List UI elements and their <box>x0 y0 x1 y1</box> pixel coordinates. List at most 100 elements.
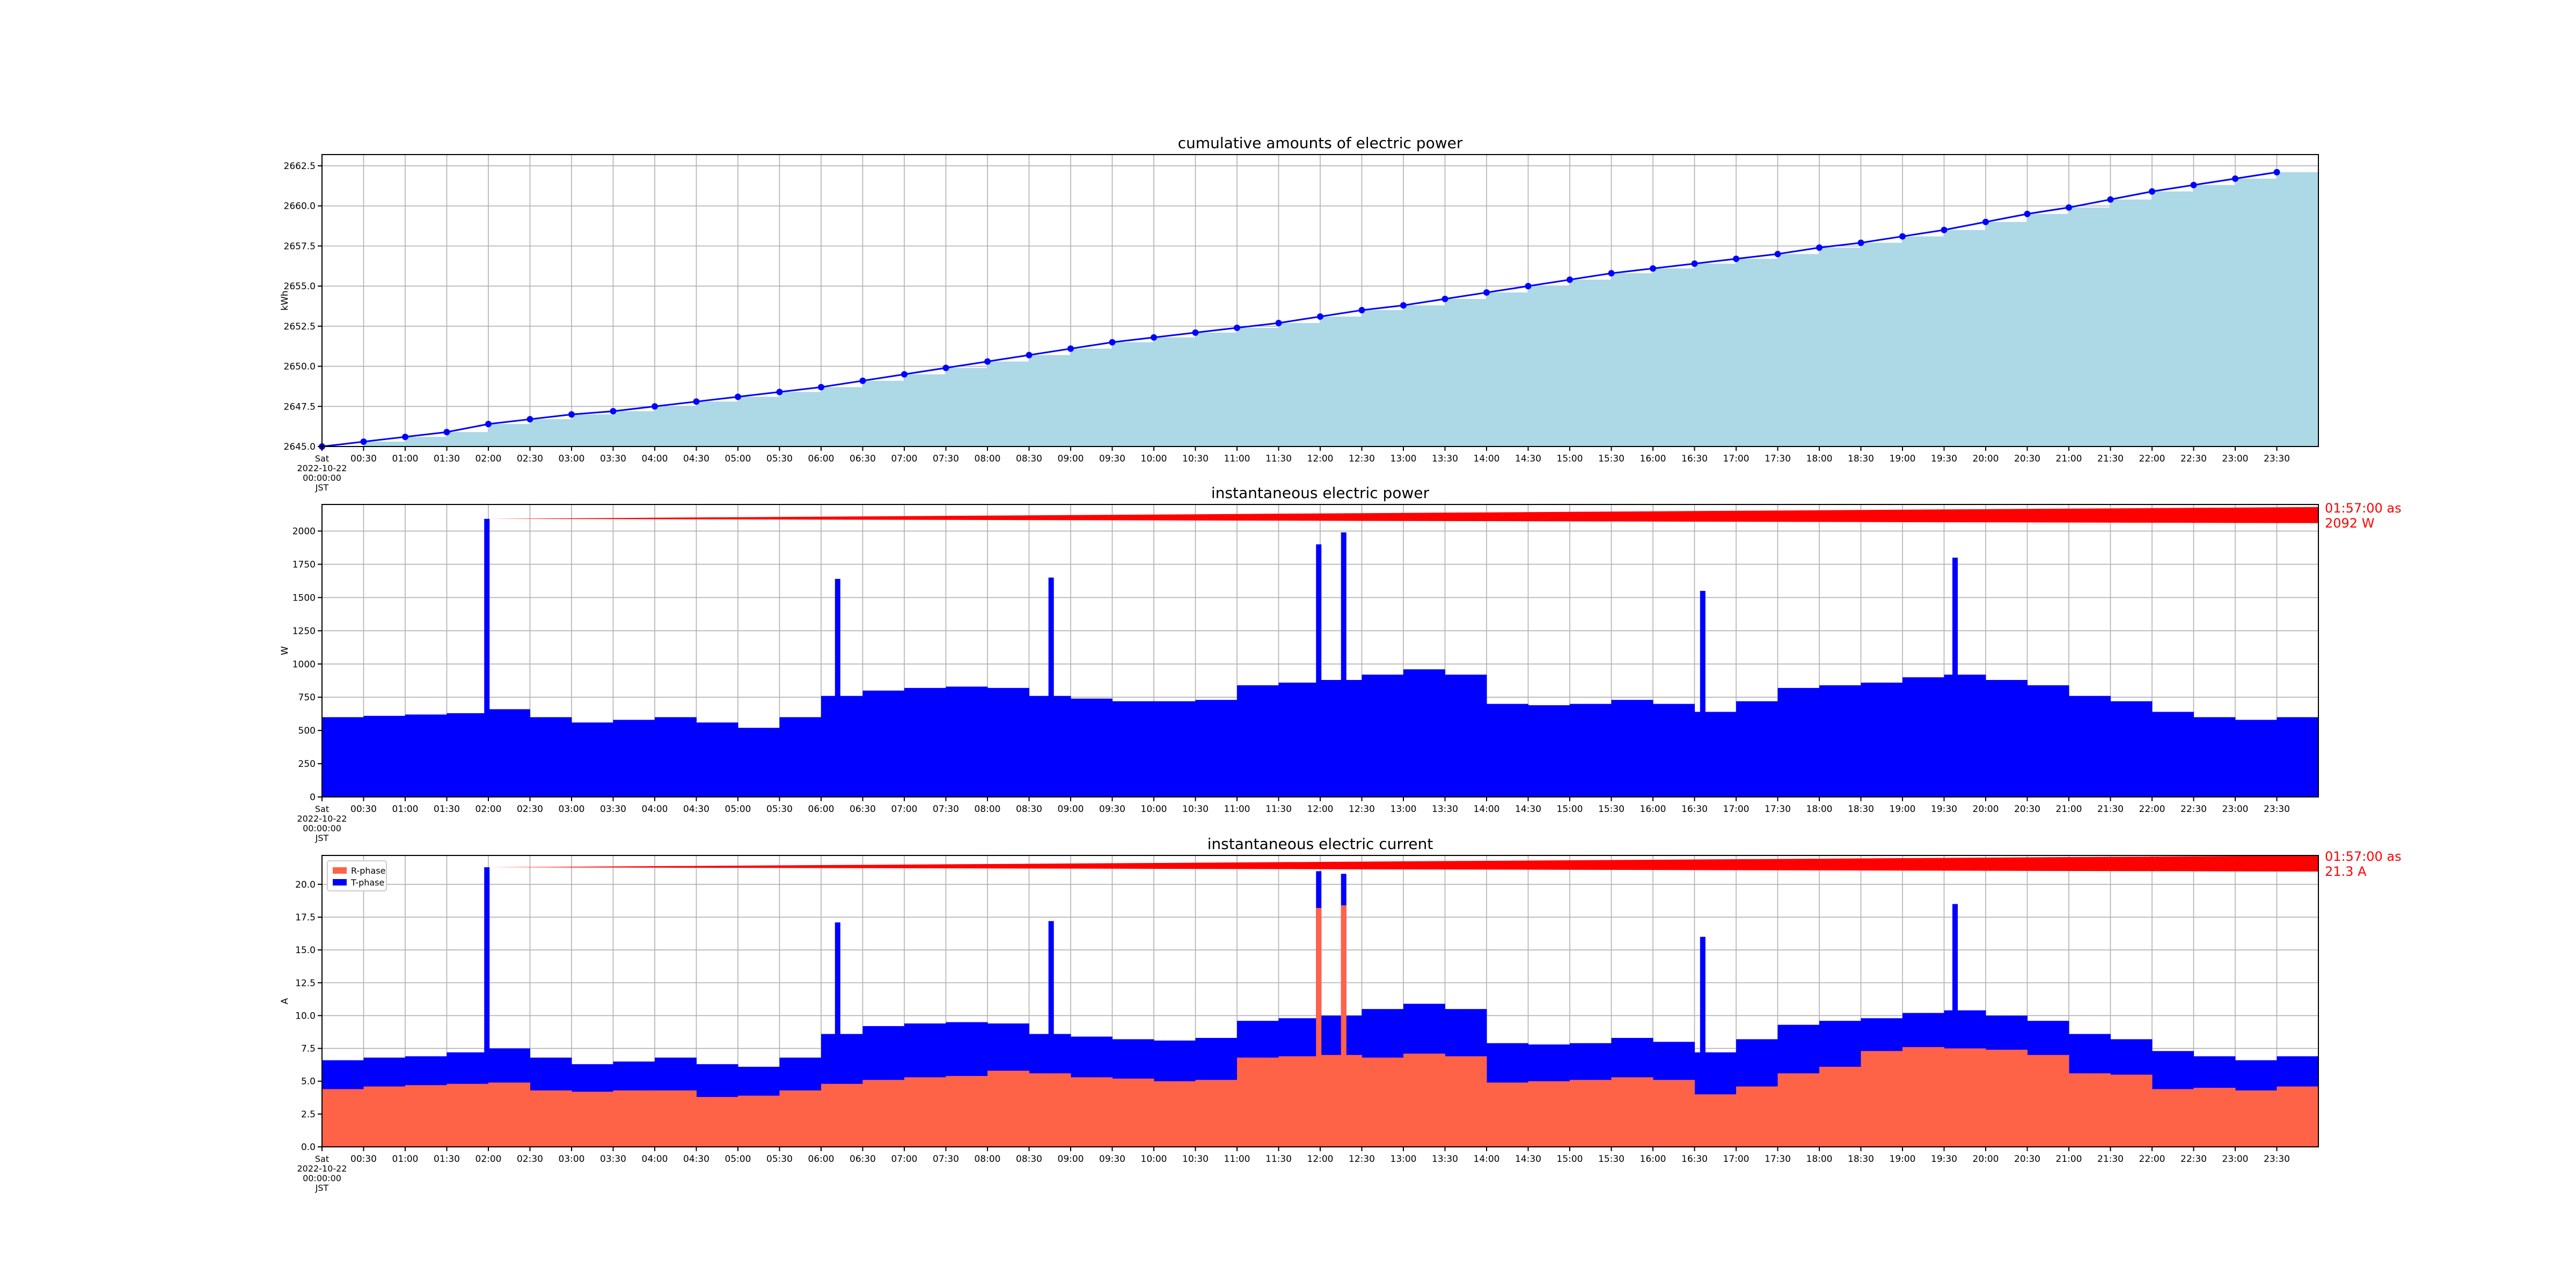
x-tick-label: 15:30 <box>1598 1154 1624 1165</box>
cumulative-point <box>485 421 492 428</box>
y-tick-label: 12.5 <box>295 978 316 989</box>
x-tick-label: 06:00 <box>808 453 835 464</box>
x-tick-label: 07:30 <box>933 1154 959 1165</box>
x-tick-label: 11:30 <box>1265 804 1292 815</box>
x-tick-label: 23:30 <box>2264 453 2290 464</box>
power-bar <box>738 728 780 797</box>
cumulative-point <box>1816 244 1823 251</box>
x-tick-label: 19:00 <box>1890 804 1916 815</box>
power-spike <box>1341 532 1346 797</box>
legend-swatch <box>333 867 347 874</box>
r-phase-bar <box>1154 1081 1196 1147</box>
power-bar <box>1611 700 1653 797</box>
power-bar <box>1403 669 1445 797</box>
x-start-label-line: Sat <box>315 453 329 464</box>
power-bar <box>613 720 655 797</box>
r-phase-bar <box>904 1077 946 1147</box>
power-bar <box>1902 677 1944 797</box>
x-start-label-line: 00:00:00 <box>303 1173 341 1183</box>
cumulative-point <box>2232 175 2238 182</box>
cumulative-point <box>2149 188 2155 195</box>
x-tick-label: 16:00 <box>1640 453 1666 464</box>
x-tick-label: 12:00 <box>1307 453 1334 464</box>
x-tick-label: 05:00 <box>725 1154 751 1165</box>
cumulative-point <box>1358 306 1365 313</box>
x-tick-label: 00:30 <box>350 1154 377 1165</box>
chart-title: cumulative amounts of electric power <box>1178 134 1463 152</box>
x-tick-label: 16:00 <box>1640 804 1666 815</box>
x-tick-label: 22:30 <box>2180 453 2207 464</box>
x-tick-label: 05:30 <box>766 453 793 464</box>
x-tick-label: 11:30 <box>1265 453 1292 464</box>
t-phase-spike <box>1048 921 1054 1147</box>
x-tick-label: 19:30 <box>1931 453 1957 464</box>
r-phase-bar <box>1112 1078 1154 1147</box>
x-tick-label: 08:30 <box>1016 804 1042 815</box>
power-spike <box>1700 591 1706 797</box>
r-phase-bar <box>1986 1050 2028 1147</box>
cumulative-point <box>1275 319 1282 326</box>
x-tick-label: 13:30 <box>1432 453 1458 464</box>
r-phase-bar <box>1736 1086 1778 1147</box>
x-tick-label: 03:00 <box>559 453 585 464</box>
power-bar <box>405 714 447 797</box>
x-tick-label: 16:30 <box>1681 804 1708 815</box>
x-tick-label: 09:00 <box>1058 453 1084 464</box>
power-bar <box>1195 700 1238 797</box>
x-tick-label: 15:30 <box>1598 453 1624 464</box>
chart-title: instantaneous electric current <box>1208 835 1433 853</box>
r-phase-bar <box>821 1084 863 1147</box>
x-tick-label: 06:00 <box>808 804 835 815</box>
power-bar <box>1237 685 1279 797</box>
x-tick-label: 12:00 <box>1307 804 1334 815</box>
y-tick-label: 250 <box>298 759 316 770</box>
r-phase-bar <box>2110 1074 2153 1147</box>
power-bar <box>1570 704 1612 797</box>
y-tick-label: 7.5 <box>301 1044 316 1055</box>
x-tick-label: 18:00 <box>1806 1154 1833 1165</box>
x-tick-label: 12:30 <box>1349 1154 1375 1165</box>
power-bar <box>2277 717 2319 797</box>
x-tick-label: 17:00 <box>1723 804 1750 815</box>
r-phase-bar <box>2027 1055 2069 1147</box>
r-phase-bar <box>862 1080 905 1147</box>
cumulative-point <box>2066 204 2072 211</box>
y-tick-label: 0.0 <box>301 1142 316 1153</box>
r-phase-bar <box>488 1082 530 1147</box>
power-bar <box>1278 682 1321 797</box>
x-tick-label: 04:00 <box>642 804 668 815</box>
x-start-label-line: Sat <box>315 1154 329 1164</box>
y-tick-label: 2650.0 <box>284 362 316 372</box>
x-tick-label: 16:00 <box>1640 1154 1666 1165</box>
x-tick-label: 15:00 <box>1557 453 1583 464</box>
x-tick-label: 18:30 <box>1848 804 1874 815</box>
y-tick-label: 750 <box>298 692 316 703</box>
x-tick-label: 09:00 <box>1058 804 1084 815</box>
legend-swatch <box>333 879 347 885</box>
annotation-value: 2092 W <box>2325 516 2374 531</box>
r-phase-bar <box>1653 1080 1695 1147</box>
x-tick-label: 22:00 <box>2139 804 2165 815</box>
x-tick-label: 07:30 <box>933 804 959 815</box>
r-phase-bar <box>447 1084 489 1147</box>
x-tick-label: 12:00 <box>1307 1154 1334 1165</box>
cumulative-point <box>1899 233 1906 240</box>
x-tick-label: 17:30 <box>1765 453 1791 464</box>
power-bar <box>488 709 530 797</box>
x-tick-label: 13:30 <box>1432 804 1458 815</box>
x-tick-label: 09:30 <box>1099 804 1125 815</box>
x-tick-label: 01:30 <box>434 804 460 815</box>
y-tick-label: 1500 <box>292 592 316 603</box>
x-tick-label: 13:30 <box>1432 1154 1458 1165</box>
cumulative-point <box>1941 226 1948 233</box>
x-start-label-line: JST <box>315 482 329 493</box>
y-tick-label: 5.0 <box>301 1077 316 1087</box>
x-tick-label: 05:30 <box>766 804 793 815</box>
r-phase-bar <box>363 1086 406 1147</box>
r-phase-bar <box>1528 1081 1570 1147</box>
r-phase-bar <box>1487 1082 1528 1147</box>
power-bar <box>655 717 697 797</box>
x-tick-label: 01:30 <box>434 1154 460 1165</box>
cumulative-point <box>1691 260 1698 267</box>
x-tick-label: 11:00 <box>1224 804 1250 815</box>
